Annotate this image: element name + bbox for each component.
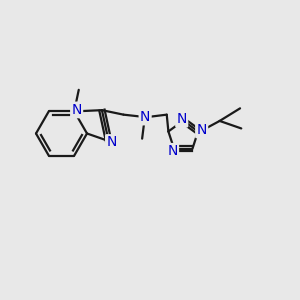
Text: N: N: [176, 112, 187, 126]
Text: N: N: [140, 110, 150, 124]
Text: N: N: [106, 136, 117, 149]
Text: N: N: [71, 103, 82, 117]
Text: N: N: [167, 144, 178, 158]
Text: N: N: [196, 123, 207, 137]
